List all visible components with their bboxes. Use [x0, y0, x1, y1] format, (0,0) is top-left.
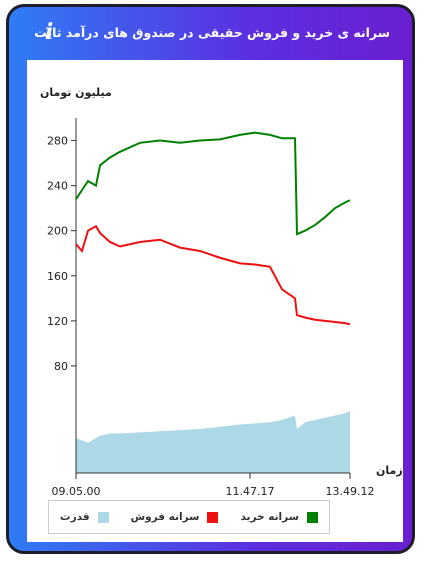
legend-label: سرانه خرید: [240, 511, 299, 523]
legend-label: سرانه فروش: [130, 511, 200, 523]
y-tick-label: 160: [47, 270, 68, 283]
area: [76, 411, 350, 473]
legend-swatch: [97, 511, 109, 523]
y-axis-label: میلیون تومان: [40, 86, 112, 99]
y-tick-label: 80: [54, 360, 68, 373]
y-tick-label: 240: [47, 180, 68, 193]
legend-item[interactable]: سرانه فروش: [131, 511, 219, 523]
y-tick-label: 200: [47, 225, 68, 238]
legend-swatch: [307, 511, 318, 523]
y-tick-label: 280: [47, 135, 68, 148]
watermark: LiveTSE.ir: [154, 390, 213, 403]
legend-item[interactable]: سرانه خرید: [240, 511, 318, 523]
header-title: سرانه ی خرید و فروش حقیقی در صندوق های د…: [34, 25, 390, 40]
y-tick-label: 120: [47, 315, 68, 328]
line: [75, 224, 351, 326]
legend: سرانه خرید سرانه فروش قدرت: [48, 500, 330, 534]
legend-label: قدرت: [60, 511, 90, 523]
x-axis-label: زمان: [376, 464, 403, 477]
header: سرانه ی خرید و فروش حقیقی در صندوق های د…: [9, 7, 412, 59]
legend-swatch: [207, 511, 219, 523]
x-tick-label: 11.47.17: [226, 485, 275, 498]
x-tick-label: 09.05.00: [52, 485, 101, 498]
legend-item[interactable]: قدرت: [60, 511, 109, 523]
info-icon[interactable]: i: [45, 19, 54, 45]
line: [75, 131, 351, 236]
x-tick-label: 13.49.12: [326, 485, 375, 498]
